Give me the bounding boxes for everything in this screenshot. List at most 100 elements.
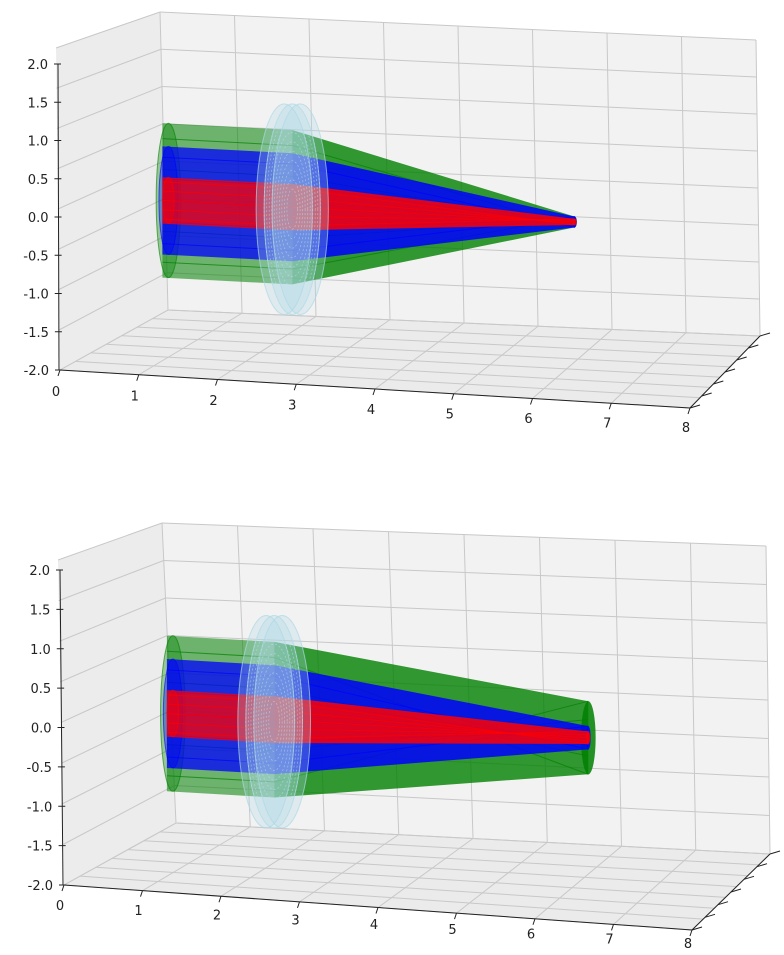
z-tick-label: -1.5 xyxy=(27,840,52,855)
lens-ring xyxy=(273,141,311,278)
grid-x-floor xyxy=(217,316,317,380)
lens-ring xyxy=(268,701,280,743)
ray-line xyxy=(162,261,293,270)
z-tick-label: 0.5 xyxy=(30,682,51,697)
z-tick-label: 2.0 xyxy=(29,564,50,579)
grid-z-back xyxy=(162,123,758,152)
grid-z-side xyxy=(57,160,165,210)
ray-line xyxy=(166,650,275,658)
x-tick-label: 2 xyxy=(209,394,217,409)
y-tick xyxy=(701,392,712,397)
side-pane xyxy=(58,523,176,885)
grid-y-floor xyxy=(152,318,751,347)
y-tick xyxy=(704,913,716,918)
x-tick-label: 3 xyxy=(291,913,299,928)
x-tick-label: 6 xyxy=(527,928,535,943)
side-pane xyxy=(56,12,168,370)
ray-line xyxy=(292,218,575,227)
x-tick xyxy=(136,374,140,381)
grid-z-back xyxy=(159,11,757,41)
y-tick xyxy=(717,901,729,906)
lens-ring xyxy=(286,188,298,230)
z-tick-label: -2.0 xyxy=(24,364,49,379)
lens-ring xyxy=(265,691,283,752)
z-tick-label: 0.0 xyxy=(28,211,49,226)
grid-z-back xyxy=(163,560,767,585)
ray-line xyxy=(166,731,275,739)
ray-plot xyxy=(155,103,577,316)
lens-ring xyxy=(255,653,293,791)
x-tick xyxy=(687,407,691,415)
y-tick xyxy=(736,356,747,361)
grid-x-floor xyxy=(220,830,325,897)
grid-y-floor xyxy=(137,326,741,358)
grid-x-floor xyxy=(456,841,548,914)
x-tick-label: 7 xyxy=(603,417,611,432)
grid-x-floor xyxy=(138,312,243,376)
x-tick xyxy=(293,384,297,391)
grid-z-side xyxy=(57,522,163,561)
lens-ring xyxy=(283,179,301,240)
grid-z-back xyxy=(161,86,758,115)
x-tick-label: 2 xyxy=(213,909,221,924)
grid-y-floor xyxy=(95,866,715,909)
z-tick-label: -1.0 xyxy=(27,800,52,815)
x-tick-label: 4 xyxy=(367,403,375,418)
ray-bundle xyxy=(162,176,577,231)
x-tick-label: 6 xyxy=(524,412,532,427)
z-tick-label: -1.0 xyxy=(23,288,48,303)
lens-ring xyxy=(271,131,314,287)
grid-z-side xyxy=(62,747,173,805)
z-tick-label: -0.5 xyxy=(27,761,52,776)
x-tick xyxy=(375,907,379,914)
grid-y-floor xyxy=(127,849,737,888)
y-tick xyxy=(724,368,736,373)
lens-ring xyxy=(281,169,304,249)
x-tick-label: 3 xyxy=(288,399,296,414)
z-tick-label: 1.5 xyxy=(27,96,48,111)
x-tick xyxy=(689,929,693,937)
grid-z-side xyxy=(60,635,168,683)
lens xyxy=(237,614,311,829)
lens-ring xyxy=(276,150,309,268)
grid-z-side xyxy=(58,560,164,602)
x-tick xyxy=(611,924,614,931)
y-tick xyxy=(730,888,742,893)
ray-line xyxy=(162,209,293,217)
ray-line xyxy=(162,156,293,165)
y-tick xyxy=(748,344,759,349)
x-tick-label: 1 xyxy=(131,390,139,405)
x-tick xyxy=(61,884,65,892)
ray-line xyxy=(162,218,293,227)
ray-line xyxy=(162,181,293,190)
ray-line xyxy=(162,243,293,251)
y-tick xyxy=(689,404,701,409)
lens-ring xyxy=(247,624,301,819)
x-tick-label: 5 xyxy=(448,923,456,938)
grid-z-side xyxy=(60,672,170,723)
lens-ring xyxy=(266,112,319,306)
grid-z-side xyxy=(58,235,167,290)
x-tick-label: 5 xyxy=(446,408,454,423)
ray-line xyxy=(274,731,589,739)
x-tick xyxy=(530,398,533,405)
ray-line xyxy=(162,190,293,199)
x-tick xyxy=(218,896,222,903)
ray-line xyxy=(162,138,293,146)
grid-z-side xyxy=(57,123,164,170)
x-tick-label: 8 xyxy=(684,937,692,952)
grid-z-back xyxy=(165,597,768,624)
x-tick xyxy=(57,369,61,377)
grid-x-floor xyxy=(613,849,697,925)
y-tick xyxy=(713,380,724,385)
z-tick-label: 1.0 xyxy=(30,643,51,658)
grid-y-floor xyxy=(90,352,711,388)
y-tick xyxy=(769,850,781,855)
grid-z-side xyxy=(56,86,163,129)
grid-z-side xyxy=(58,197,166,250)
ray-line xyxy=(166,703,275,711)
panel-bottom: 0 1 2 3 4 5 6 7 8 -2.0 -1.5 -1.0 -0.5 0.0 0.5 1.0 1.5 2.0 xyxy=(27,522,781,952)
lens-ring xyxy=(260,672,288,771)
x-tick-label: 1 xyxy=(134,904,142,919)
z-tick-label: 1.0 xyxy=(28,135,49,150)
